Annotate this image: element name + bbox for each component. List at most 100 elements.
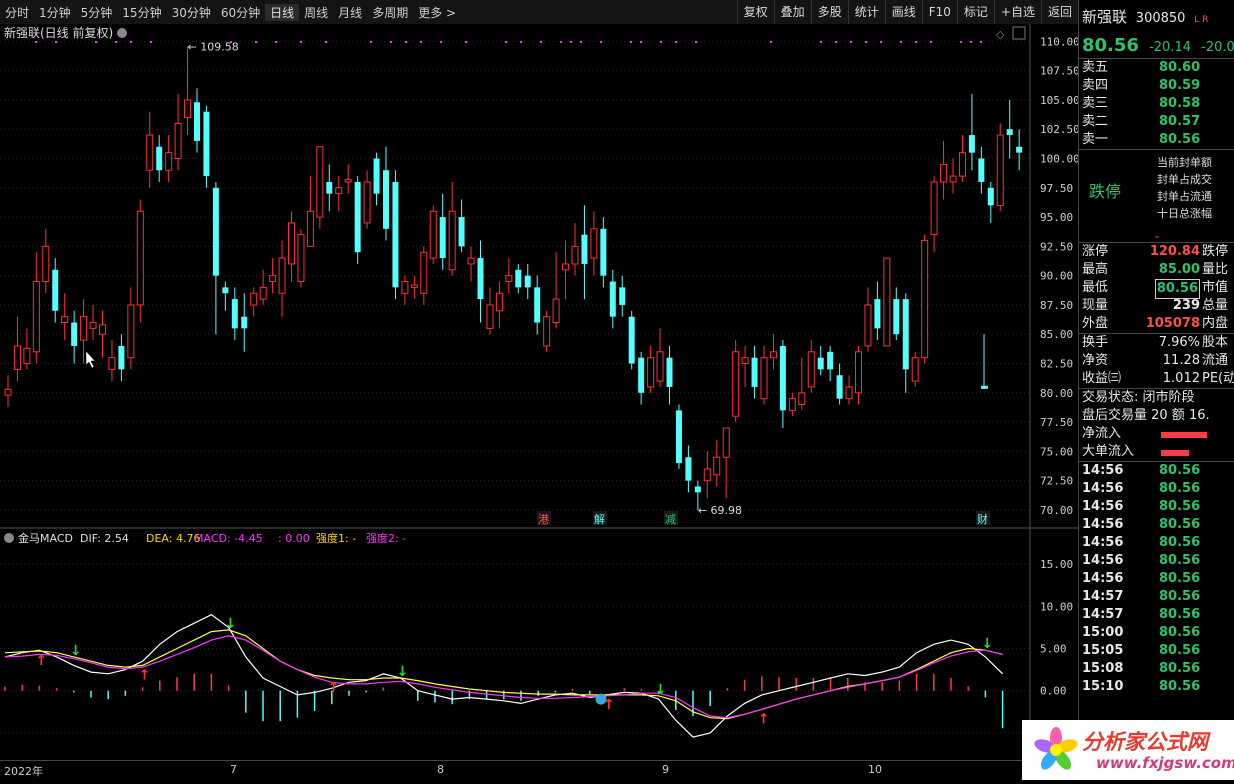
stat-value: 80.56 xyxy=(1154,279,1200,299)
candle-body-down xyxy=(902,299,909,370)
signal-dot xyxy=(520,41,522,43)
ask-price: 80.60 xyxy=(1159,60,1201,75)
candle-body-up xyxy=(401,281,409,294)
y-tick-label: 82.50 xyxy=(1040,358,1073,371)
signal-dot xyxy=(370,41,372,43)
period-tab-3[interactable]: 15分钟 xyxy=(122,5,162,20)
candle-body-down xyxy=(231,299,238,329)
collapse-panel-icon xyxy=(1012,26,1026,40)
period-tab-2[interactable]: 5分钟 xyxy=(80,5,113,20)
candle-body-up xyxy=(911,357,919,382)
tool-button-6[interactable]: 标记 xyxy=(956,0,994,24)
macd-legend-item: DEA: 4.76 xyxy=(146,532,200,545)
tool-button-8[interactable]: 返回 xyxy=(1040,0,1078,24)
candle-body-down xyxy=(666,357,673,387)
y-tick-label: 100.00 xyxy=(1040,153,1078,166)
candle-body-up xyxy=(335,187,343,195)
signal-dot xyxy=(660,41,662,43)
candle-body-up xyxy=(306,210,314,247)
tool-button-4[interactable]: 画线 xyxy=(884,0,922,24)
period-tab-8[interactable]: 月线 xyxy=(338,5,363,20)
signal-arrow: ↑ xyxy=(139,667,151,683)
candle-body-up xyxy=(61,316,69,324)
collapse-toggle[interactable]: ⌄ xyxy=(1153,231,1161,241)
candle-body-up xyxy=(80,316,88,341)
candle-body-up xyxy=(127,304,135,359)
stat-label: 涨停 xyxy=(1082,244,1109,259)
period-tab-6[interactable]: 日线 xyxy=(265,3,300,21)
candle-body-down xyxy=(383,170,389,229)
candle-body-down xyxy=(751,357,758,387)
signal-dot xyxy=(275,41,277,43)
y-tick-label: 77.50 xyxy=(1040,416,1073,429)
tick-price: 80.56 xyxy=(1159,499,1201,514)
seal-item: 当前封单额 xyxy=(1157,156,1212,169)
ask-row-2[interactable]: 卖二 80.57 xyxy=(1079,113,1234,131)
macd-bg xyxy=(0,529,1078,760)
ask-row-1[interactable]: 卖一 80.56 xyxy=(1079,131,1234,149)
stat-label: 外盘 xyxy=(1082,316,1109,331)
period-tab-0[interactable]: 分时 xyxy=(5,5,30,20)
signal-dot xyxy=(695,41,697,43)
event-marker: 解 xyxy=(594,512,605,526)
candle-body-up xyxy=(656,351,664,382)
stock-name: 新强联 xyxy=(1082,8,1128,26)
candle-body-down xyxy=(118,345,125,370)
candle-body-up xyxy=(543,316,551,347)
macd-legend-item: MACD: -4.45 xyxy=(194,532,263,545)
tool-button-5[interactable]: F10 xyxy=(921,0,957,24)
tool-button-3[interactable]: 统计 xyxy=(847,0,885,24)
tool-button-7[interactable]: +自选 xyxy=(993,0,1041,24)
tool-button-0[interactable]: 复权 xyxy=(736,0,774,24)
y-tick-label: 70.00 xyxy=(1040,504,1073,517)
period-tab-4[interactable]: 30分钟 xyxy=(171,5,211,20)
tool-button-2[interactable]: 多股 xyxy=(810,0,848,24)
signal-dot xyxy=(465,41,467,43)
stock-header: 新强联 300850 L R xyxy=(1079,0,1234,34)
date-axis: 2022年 7 8 9 10 xyxy=(0,760,1078,781)
candle-body-up xyxy=(486,304,494,329)
candle-body-down xyxy=(675,410,682,464)
tool-button-1[interactable]: 叠加 xyxy=(773,0,811,24)
period-tab-1[interactable]: 1分钟 xyxy=(39,5,71,20)
stat2-row: 净资 11.28 流通 xyxy=(1079,352,1234,370)
ask-label: 卖四 xyxy=(1082,78,1109,93)
signal-dot xyxy=(900,41,902,43)
candle-body-up xyxy=(259,286,267,300)
candle-body-up xyxy=(363,181,371,224)
candle-body-up xyxy=(798,392,806,406)
stats2-block: 换手 7.96% 股本 净资 11.28 流通 收益㈢ 1.012 PE(动 xyxy=(1079,334,1234,388)
chart-title: 新强联(日线 前复权) xyxy=(4,25,113,40)
event-marker-bg xyxy=(537,511,551,525)
y-tick-label: 97.50 xyxy=(1040,182,1073,195)
period-tab-5[interactable]: 60分钟 xyxy=(220,5,261,20)
signal-dot xyxy=(915,41,917,43)
date-label: 8 xyxy=(437,763,444,776)
signal-dot xyxy=(440,41,442,43)
candle-body-up xyxy=(864,304,872,347)
macd-legend-item: DIF: 2.54 xyxy=(80,532,129,545)
tick-list[interactable]: 14:56 80.56 14:56 80.56 14:56 80.56 14:56 80.56… xyxy=(1079,462,1234,696)
tick-price: 80.56 xyxy=(1159,607,1201,622)
ask-row-3[interactable]: 卖三 80.58 xyxy=(1079,95,1234,113)
candlestick-chart[interactable]: 70.00 72.50 75.00 77.50 80.00 82.50 85.00 87.50… xyxy=(0,24,1078,529)
stat-value: 105078 xyxy=(1145,316,1200,331)
candle-body-down xyxy=(968,135,975,153)
ask-label: 卖一 xyxy=(1082,132,1109,147)
candle-body-up xyxy=(958,152,966,177)
period-tab-10[interactable]: 更多 > xyxy=(418,5,457,20)
ask-row-4[interactable]: 卖四 80.59 xyxy=(1079,77,1234,95)
signal-dot xyxy=(930,41,932,43)
candle-body-down xyxy=(477,258,484,300)
ask-price: 80.59 xyxy=(1159,78,1201,93)
signal-arrow: ↑ xyxy=(758,711,770,727)
candle-body-up xyxy=(949,175,957,183)
period-tab-9[interactable]: 多周期 xyxy=(372,5,409,20)
ask-row-5[interactable]: 卖五 80.60 xyxy=(1079,59,1234,77)
signal-dot xyxy=(980,41,982,43)
candle-body-up xyxy=(23,347,31,365)
period-tab-7[interactable]: 周线 xyxy=(304,5,329,20)
candle-body-up xyxy=(146,134,154,171)
seal-item: 封单占流通 xyxy=(1157,190,1212,203)
